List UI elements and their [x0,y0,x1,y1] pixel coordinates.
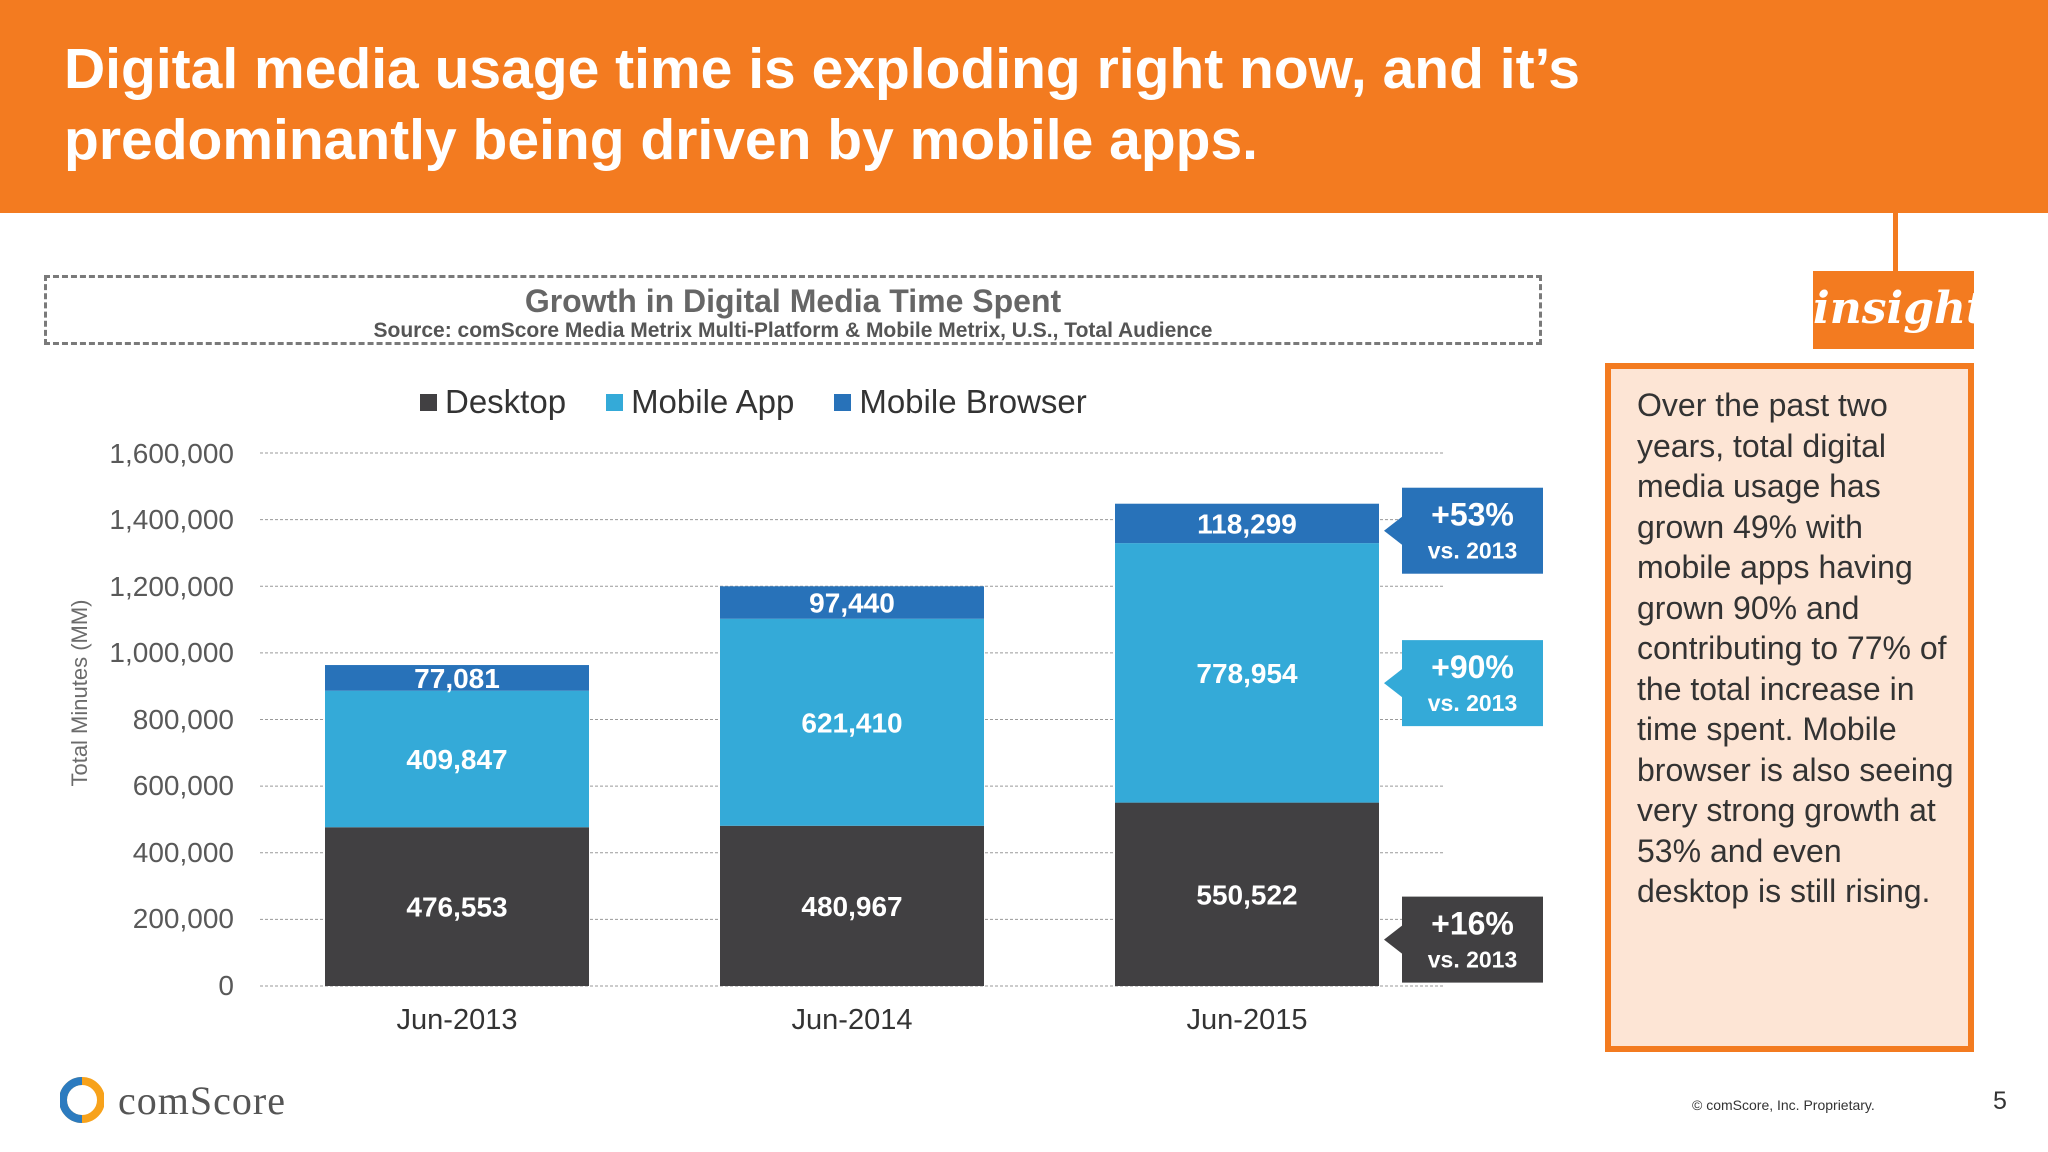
callout-percent: +16% [1431,906,1514,942]
callout-box [1402,487,1543,574]
bar-desktop [325,827,589,986]
callout-comparison: vs. 2013 [1428,947,1518,973]
callout-box [1402,640,1543,727]
legend-item-desktop: Desktop [420,383,566,421]
legend-swatch-mobile-app [606,393,624,411]
brand-name: comScore [118,1077,286,1123]
x-tick-label: Jun-2015 [1186,1004,1308,1036]
bar-mobile-browser [720,586,984,619]
y-tick-label: 800,000 [132,704,234,735]
legend-label-mobile-browser: Mobile Browser [859,383,1087,420]
callout-box [1402,896,1543,983]
y-tick-label: 0 [218,970,234,1001]
data-label: 476,553 [406,892,507,923]
data-label: 550,522 [1196,879,1297,910]
connector-line [1893,213,1898,273]
legend-label-mobile-app: Mobile App [631,383,795,420]
chart-source: Source: comScore Media Metrix Multi-Plat… [373,319,1213,342]
callout-percent: +90% [1431,649,1514,685]
comscore-logo-icon [60,1077,104,1123]
copyright: © comScore, Inc. Proprietary. [1692,1097,1875,1113]
insight-badge: insight [1813,271,1986,349]
callout-percent: +53% [1431,497,1514,533]
y-tick-label: 400,000 [132,837,234,868]
brand-logo: comScore [60,1075,286,1125]
legend-label-desktop: Desktop [445,383,567,420]
data-label: 778,954 [1196,658,1298,689]
y-tick-label: 200,000 [132,903,234,934]
data-label: 621,410 [801,707,902,738]
data-label: 97,440 [809,588,895,619]
insight-panel [1605,363,1974,1052]
y-tick-label: 1,200,000 [109,571,234,602]
legend-swatch-mobile-browser [834,393,852,411]
y-tick-label: 1,600,000 [109,438,234,469]
x-tick-label: Jun-2014 [791,1004,913,1036]
bar-desktop [1115,802,1379,986]
legend-item-mobile-app: Mobile App [606,383,794,421]
callout-pointer [1384,669,1402,698]
chart-legend: Desktop Mobile App Mobile Browser [420,378,1127,426]
data-label: 118,299 [1197,508,1297,539]
bar-mobile-browser [325,665,589,691]
chart-title: Growth in Digital Media Time Spent [524,283,1062,319]
x-tick-label: Jun-2013 [396,1004,518,1036]
y-tick-label: 1,400,000 [109,504,234,535]
data-label: 77,081 [414,663,500,694]
legend-swatch-desktop [420,393,437,411]
chart-title-box: Growth in Digital Media Time Spent Sourc… [44,275,1542,345]
callout-pointer [1384,516,1402,545]
bar-mobile-browser [1115,503,1379,544]
data-label: 409,847 [406,744,507,775]
callout-comparison: vs. 2013 [1428,690,1518,716]
page-number: 5 [1993,1087,2007,1115]
bar-mobile-app [1115,543,1379,803]
y-tick-label: 1,000,000 [109,637,234,668]
bar-desktop [720,825,984,986]
callout-comparison: vs. 2013 [1428,538,1518,564]
bar-mobile-app [720,618,984,826]
insight-text: Over the past two years, total digital m… [1637,387,1954,909]
callout-pointer [1384,925,1402,954]
data-label: 480,967 [801,891,902,922]
bar-mobile-app [325,690,589,828]
y-tick-label: 600,000 [132,770,234,801]
header-bar: Digital media usage time is exploding ri… [0,0,2048,213]
legend-item-mobile-browser: Mobile Browser [834,383,1087,421]
page-title: Digital media usage time is exploding ri… [64,37,1580,172]
